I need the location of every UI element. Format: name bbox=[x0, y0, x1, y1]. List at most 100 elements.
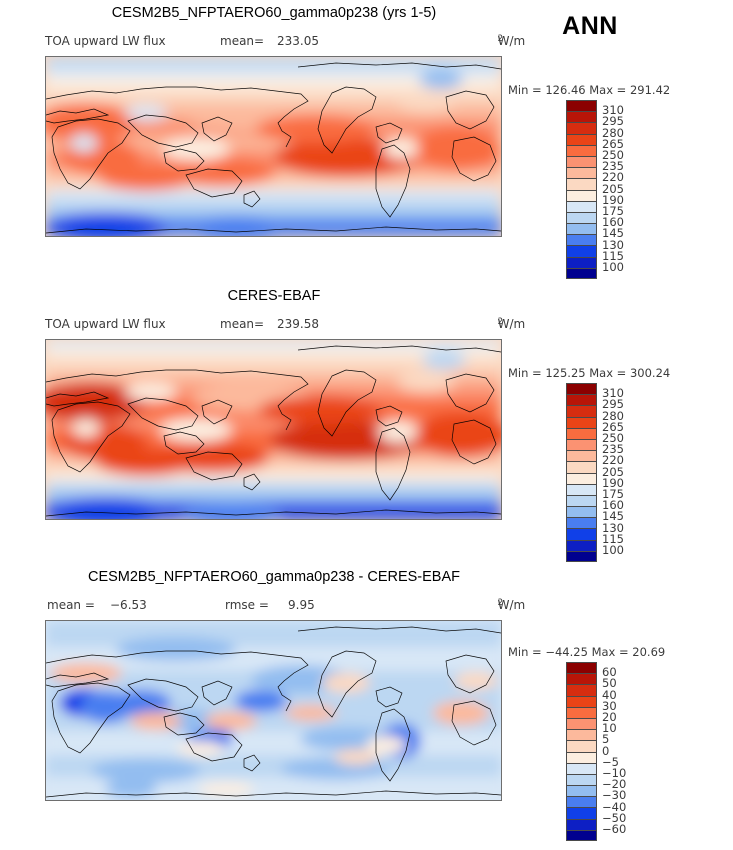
colorbar-tick-label: 10 bbox=[602, 721, 617, 736]
colorbar-band bbox=[566, 695, 597, 707]
mean-value: 233.05 bbox=[277, 34, 319, 48]
colorbar-tick-label: −30 bbox=[602, 788, 627, 803]
variable-label: TOA upward LW flux bbox=[45, 34, 166, 48]
colorbar-tick-label: −50 bbox=[602, 810, 627, 825]
colorbar-tick-label: 100 bbox=[602, 260, 624, 274]
colorbar-band bbox=[566, 122, 597, 134]
colorbar-band bbox=[566, 461, 597, 473]
map-model bbox=[45, 56, 502, 237]
colorbar-band bbox=[566, 245, 597, 257]
colorbar-band bbox=[566, 223, 597, 235]
colorbar-tick-label: 250 bbox=[602, 431, 624, 445]
colorbar-band bbox=[566, 818, 597, 830]
colorbar-tick-label: 220 bbox=[602, 453, 624, 468]
colorbar-band bbox=[566, 829, 597, 841]
units-label: W/m 2 bbox=[497, 317, 526, 331]
colorbar-band bbox=[566, 383, 597, 395]
map-svg-obs bbox=[46, 340, 501, 519]
colorbar-band bbox=[566, 178, 597, 190]
colorbar-tick-label: 310 bbox=[602, 103, 624, 118]
panel-title: CESM2B5_NFPTAERO60_gamma0p238 - CERES-EB… bbox=[87, 569, 461, 585]
variable-label: TOA upward LW flux bbox=[45, 317, 166, 331]
colorbar-tick-label: 295 bbox=[602, 114, 624, 129]
colorbar-tick-label: 250 bbox=[602, 148, 624, 162]
panel-title: CESM2B5_NFPTAERO60_gamma0p238 (yrs 1-5) bbox=[111, 5, 437, 21]
colorbar-tick-label: 175 bbox=[602, 487, 624, 501]
panel-obs: CERES-EBAF TOA upward LW flux mean= 239.… bbox=[0, 283, 733, 566]
mean-value: −6.53 bbox=[110, 598, 147, 612]
colorbar-tick-label: 295 bbox=[602, 397, 624, 412]
mean-label: mean = bbox=[47, 598, 95, 612]
colorbar-band bbox=[566, 472, 597, 484]
units-label: W/m 2 bbox=[497, 34, 526, 48]
colorbar-band bbox=[566, 807, 597, 819]
colorbar-band bbox=[566, 785, 597, 797]
rmse-value: 9.95 bbox=[288, 598, 315, 612]
colorbar-tick-label: 5 bbox=[602, 732, 610, 747]
colorbar-band bbox=[566, 717, 597, 730]
colorbar-tick-label: 205 bbox=[602, 464, 624, 479]
colorbar-tick-label: −20 bbox=[602, 777, 627, 792]
colorbar-tick-label: −5 bbox=[602, 754, 619, 769]
colorbar-tick-label: 310 bbox=[602, 386, 624, 401]
colorbar-band bbox=[566, 200, 597, 212]
colorbar-tick-label: 220 bbox=[602, 170, 624, 185]
colorbar-band bbox=[566, 100, 597, 112]
minmax-obs: Min = 125.25 Max = 300.24 bbox=[508, 366, 671, 380]
colorbar-obs bbox=[566, 383, 597, 562]
mean-label: mean= bbox=[220, 317, 265, 331]
panel-subheader: TOA upward LW flux mean= 233.05 W/m 2 bbox=[45, 34, 526, 50]
colorbar-band bbox=[566, 517, 597, 529]
colorbar-tick-label: 20 bbox=[602, 710, 617, 724]
colorbar-tick-label: 280 bbox=[602, 125, 624, 140]
colorbar-tick-label: 30 bbox=[602, 698, 617, 713]
panel-model: CESM2B5_NFPTAERO60_gamma0p238 (yrs 1-5) … bbox=[0, 0, 733, 285]
colorbar-tick-label: 160 bbox=[602, 215, 624, 230]
panel-difference: CESM2B5_NFPTAERO60_gamma0p238 - CERES-EB… bbox=[0, 563, 733, 850]
colorbar-tick-label: −10 bbox=[602, 766, 627, 780]
colorbar-tick-label: 0 bbox=[602, 743, 610, 758]
colorbar-tick-label: 130 bbox=[602, 520, 624, 535]
colorbar-band bbox=[566, 796, 597, 808]
colorbar-band bbox=[566, 234, 597, 246]
mean-label: mean= bbox=[220, 34, 265, 48]
map-difference bbox=[45, 620, 502, 801]
map-svg-difference bbox=[46, 621, 501, 800]
colorbar-tick-label: 190 bbox=[602, 475, 624, 490]
minmax-model: Min = 126.46 Max = 291.42 bbox=[508, 83, 671, 97]
colorbar-band bbox=[566, 528, 597, 540]
mean-value: 239.58 bbox=[277, 317, 319, 331]
panel-title: CERES-EBAF bbox=[227, 288, 321, 304]
colorbar-band bbox=[566, 729, 597, 741]
colorbar-band bbox=[566, 394, 597, 406]
colorbar-tick-label: 160 bbox=[602, 498, 624, 513]
colorbar-band bbox=[566, 550, 597, 562]
map-svg-model bbox=[46, 57, 501, 236]
colorbar-band bbox=[566, 167, 597, 179]
colorbar-tick-label: 265 bbox=[602, 419, 624, 434]
colorbar-band bbox=[566, 144, 597, 156]
colorbar-tick-label: 280 bbox=[602, 408, 624, 423]
colorbar-band bbox=[566, 506, 597, 518]
colorbar-band bbox=[566, 762, 597, 774]
colorbar-model bbox=[566, 100, 597, 279]
units-label: W/m 2 bbox=[497, 598, 526, 612]
colorbar-band bbox=[566, 211, 597, 224]
colorbar-tick-label: 50 bbox=[602, 676, 617, 691]
panel-subheader: TOA upward LW flux mean= 239.58 W/m 2 bbox=[45, 317, 526, 333]
colorbar-band bbox=[566, 539, 597, 551]
colorbar-band bbox=[566, 133, 597, 145]
colorbar-tick-label: 235 bbox=[602, 159, 624, 174]
colorbar-tick-label: 235 bbox=[602, 442, 624, 457]
colorbar-band bbox=[566, 438, 597, 451]
colorbar-tick-label: 175 bbox=[602, 204, 624, 218]
colorbar-band bbox=[566, 662, 597, 674]
colorbar-tick-label: 130 bbox=[602, 237, 624, 252]
colorbar-band bbox=[566, 155, 597, 168]
colorbar-tick-label: 205 bbox=[602, 181, 624, 196]
colorbar-band bbox=[566, 111, 597, 123]
colorbar-band bbox=[566, 256, 597, 268]
panel-subheader: mean = −6.53 rmse = 9.95 W/m 2 bbox=[45, 598, 526, 614]
colorbar-band bbox=[566, 405, 597, 417]
rmse-label: rmse = bbox=[225, 598, 269, 612]
